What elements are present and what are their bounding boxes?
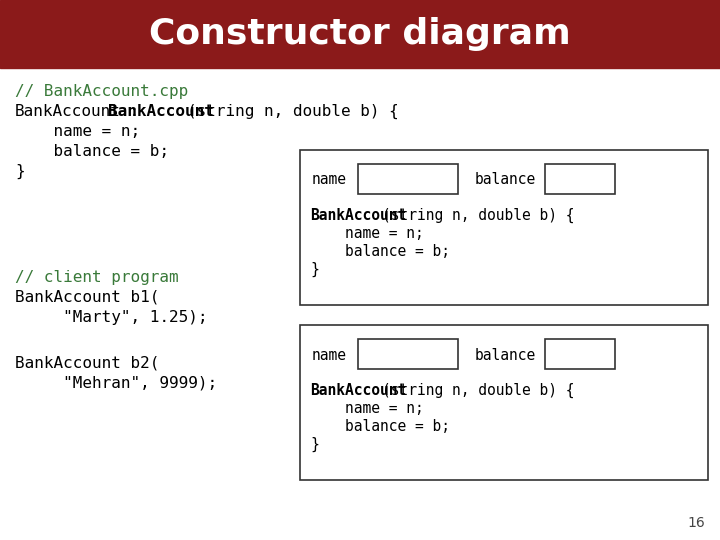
Text: }: }: [310, 437, 319, 452]
Text: }: }: [15, 164, 24, 179]
Text: BankAccount: BankAccount: [310, 383, 406, 398]
Text: }: }: [310, 262, 319, 277]
Bar: [545, 339, 615, 369]
Text: (string n, double b) {: (string n, double b) {: [382, 208, 574, 223]
Text: BankAccount::: BankAccount::: [15, 104, 140, 119]
Bar: [545, 164, 615, 194]
Text: (string n, double b) {: (string n, double b) {: [186, 104, 398, 119]
Bar: [300, 150, 708, 305]
Text: name = n;: name = n;: [310, 401, 424, 416]
Text: // client program: // client program: [15, 270, 179, 285]
Bar: [0, 0, 720, 68]
Text: name = n;: name = n;: [15, 124, 140, 139]
Text: BankAccount: BankAccount: [108, 104, 214, 119]
Bar: [0, 68, 720, 540]
Bar: [358, 164, 458, 194]
Text: name: name: [312, 172, 347, 187]
Bar: [300, 325, 708, 480]
Text: "Marty", 1.25);: "Marty", 1.25);: [15, 310, 207, 325]
Text: name: name: [312, 348, 347, 362]
Bar: [358, 339, 458, 369]
Text: name = n;: name = n;: [310, 226, 424, 241]
Text: balance: balance: [475, 348, 536, 362]
Text: (string n, double b) {: (string n, double b) {: [382, 383, 574, 398]
Text: 16: 16: [688, 516, 705, 530]
Text: balance: balance: [475, 172, 536, 187]
Text: "Mehran", 9999);: "Mehran", 9999);: [15, 375, 217, 390]
Text: balance = b;: balance = b;: [310, 244, 450, 259]
Text: BankAccount b1(: BankAccount b1(: [15, 290, 159, 305]
Text: BankAccount: BankAccount: [310, 208, 406, 223]
Text: balance = b;: balance = b;: [15, 144, 169, 159]
Text: // BankAccount.cpp: // BankAccount.cpp: [15, 84, 188, 99]
Text: Constructor diagram: Constructor diagram: [149, 17, 571, 51]
Text: balance = b;: balance = b;: [310, 419, 450, 434]
Text: BankAccount b2(: BankAccount b2(: [15, 355, 159, 370]
